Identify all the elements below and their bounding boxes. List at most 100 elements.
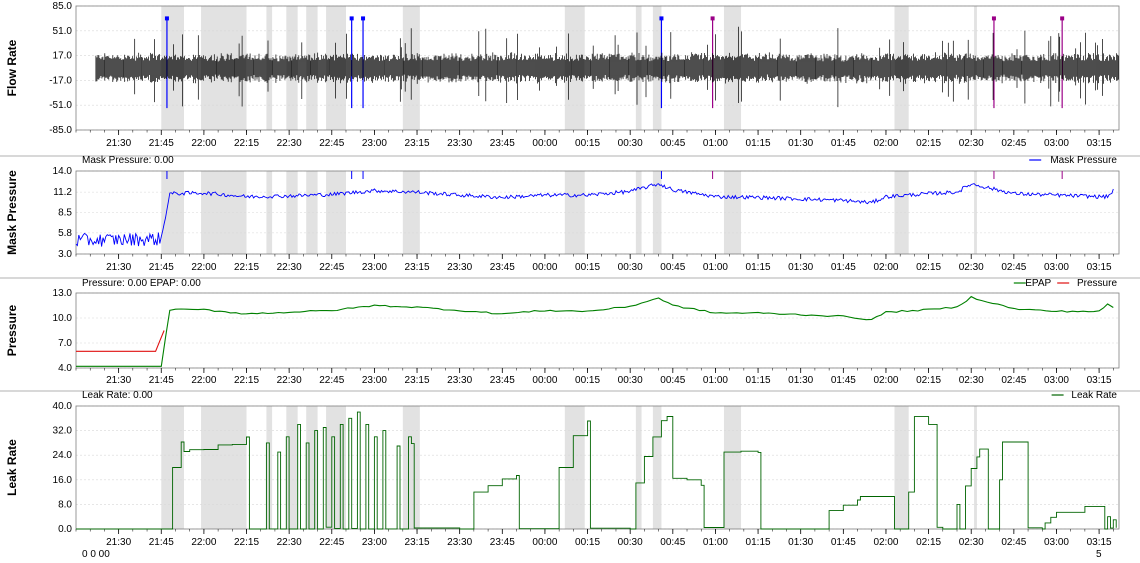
y-tick-label: 32.0 [53, 426, 73, 437]
corner-fragment-left: 0 0 00 [82, 549, 110, 558]
x-tick-label: 22:45 [319, 138, 344, 149]
shaded-region [286, 406, 298, 529]
y-tick-label: 4.0 [58, 363, 72, 374]
corner-fragment-right: 5 [1096, 549, 1102, 558]
x-tick-label: 02:15 [916, 537, 941, 548]
shaded-region [974, 171, 977, 254]
x-tick-label: 21:30 [106, 375, 131, 386]
x-tick-label: 03:15 [1087, 375, 1112, 386]
x-tick-label: 01:45 [831, 537, 856, 548]
x-tick-label: 00:30 [618, 537, 643, 548]
x-tick-label: 22:45 [319, 262, 344, 273]
event-marker-cap [361, 16, 366, 21]
event-marker-cap [1060, 16, 1065, 21]
shaded-region [635, 171, 642, 254]
x-tick-label: 03:15 [1087, 138, 1112, 149]
y-axis-label: Pressure [5, 304, 19, 356]
x-tick-label: 23:15 [405, 262, 430, 273]
x-tick-label: 00:45 [660, 375, 685, 386]
panel-header: Mask Pressure: 0.00 [82, 155, 174, 166]
x-tick-label: 01:00 [703, 262, 728, 273]
x-tick-label: 03:00 [1044, 262, 1069, 273]
shaded-region [201, 171, 247, 254]
x-tick-label: 23:30 [447, 537, 472, 548]
event-marker-cap [659, 16, 664, 21]
x-tick-label: 00:45 [660, 138, 685, 149]
x-tick-label: 22:30 [277, 138, 302, 149]
shaded-region [326, 406, 346, 529]
x-tick-label: 02:30 [959, 375, 984, 386]
shaded-region [723, 406, 742, 529]
shaded-region [974, 406, 977, 529]
y-tick-label: 13.0 [53, 288, 73, 299]
x-tick-label: 22:30 [277, 537, 302, 548]
shaded-region [652, 406, 662, 529]
y-tick-label: 16.0 [53, 475, 73, 486]
x-tick-label: 02:15 [916, 138, 941, 149]
x-tick-label: 01:45 [831, 138, 856, 149]
shaded-region [326, 6, 346, 130]
y-tick-label: 51.0 [53, 26, 73, 37]
shaded-region [201, 6, 247, 130]
y-tick-label: 10.0 [53, 313, 73, 324]
x-tick-label: 21:45 [149, 537, 174, 548]
x-tick-label: 01:45 [831, 375, 856, 386]
x-tick-label: 22:45 [319, 375, 344, 386]
x-tick-label: 02:30 [959, 262, 984, 273]
x-tick-label: 00:00 [532, 375, 557, 386]
plot-frame [75, 170, 1120, 255]
y-tick-label: 7.0 [58, 338, 72, 349]
x-tick-label: 02:00 [873, 537, 898, 548]
x-tick-label: 00:00 [532, 138, 557, 149]
y-tick-label: -51.0 [49, 100, 72, 111]
x-tick-label: 02:45 [1001, 537, 1026, 548]
plot-frame [75, 292, 1120, 369]
plot-frame [75, 5, 1120, 131]
x-tick-label: 00:15 [575, 375, 600, 386]
x-tick-label: 21:45 [149, 262, 174, 273]
panel-leak-rate: 40.0 32.0 24.0 16.0 8.0 0.0 21:30 21:45 22:00 22:… [5, 390, 1120, 548]
x-tick-label: 23:45 [490, 537, 515, 548]
x-tick-label: 01:15 [746, 375, 771, 386]
x-tick-label: 01:30 [788, 375, 813, 386]
x-tick-label: 02:00 [873, 262, 898, 273]
y-tick-label: 24.0 [53, 450, 73, 461]
x-tick-label: 23:15 [405, 537, 430, 548]
x-tick-label: 23:30 [447, 138, 472, 149]
x-tick-label: 23:30 [447, 375, 472, 386]
x-tick-label: 23:00 [362, 262, 387, 273]
x-tick-label: 22:00 [191, 375, 216, 386]
series-epap [76, 295, 1114, 367]
x-tick-label: 01:45 [831, 262, 856, 273]
x-tick-label: 01:30 [788, 262, 813, 273]
x-tick-label: 22:00 [191, 138, 216, 149]
x-tick-label: 23:45 [490, 262, 515, 273]
x-tick-label: 23:00 [362, 537, 387, 548]
x-tick-label: 23:15 [405, 138, 430, 149]
x-tick-label: 03:00 [1044, 138, 1069, 149]
x-tick-label: 22:00 [191, 537, 216, 548]
x-tick-label: 23:15 [405, 375, 430, 386]
y-tick-label: 8.0 [58, 499, 72, 510]
x-tick-label: 23:45 [490, 375, 515, 386]
x-tick-label: 02:30 [959, 537, 984, 548]
x-tick-label: 02:00 [873, 138, 898, 149]
shaded-region [564, 6, 585, 130]
event-marker-cap [710, 16, 715, 21]
x-tick-label: 21:45 [149, 375, 174, 386]
x-tick-label: 21:30 [106, 262, 131, 273]
x-tick-label: 00:00 [532, 262, 557, 273]
shaded-region [306, 406, 318, 529]
event-marker-cap [349, 16, 354, 21]
x-tick-label: 01:15 [746, 262, 771, 273]
x-tick-label: 01:00 [703, 537, 728, 548]
x-tick-label: 03:00 [1044, 375, 1069, 386]
y-tick-label: -17.0 [49, 75, 72, 86]
x-tick-label: 02:45 [1001, 262, 1026, 273]
x-tick-label: 22:00 [191, 262, 216, 273]
x-tick-label: 22:30 [277, 262, 302, 273]
y-tick-label: 3.0 [58, 249, 72, 260]
legend-label: EPAP [1025, 278, 1051, 289]
